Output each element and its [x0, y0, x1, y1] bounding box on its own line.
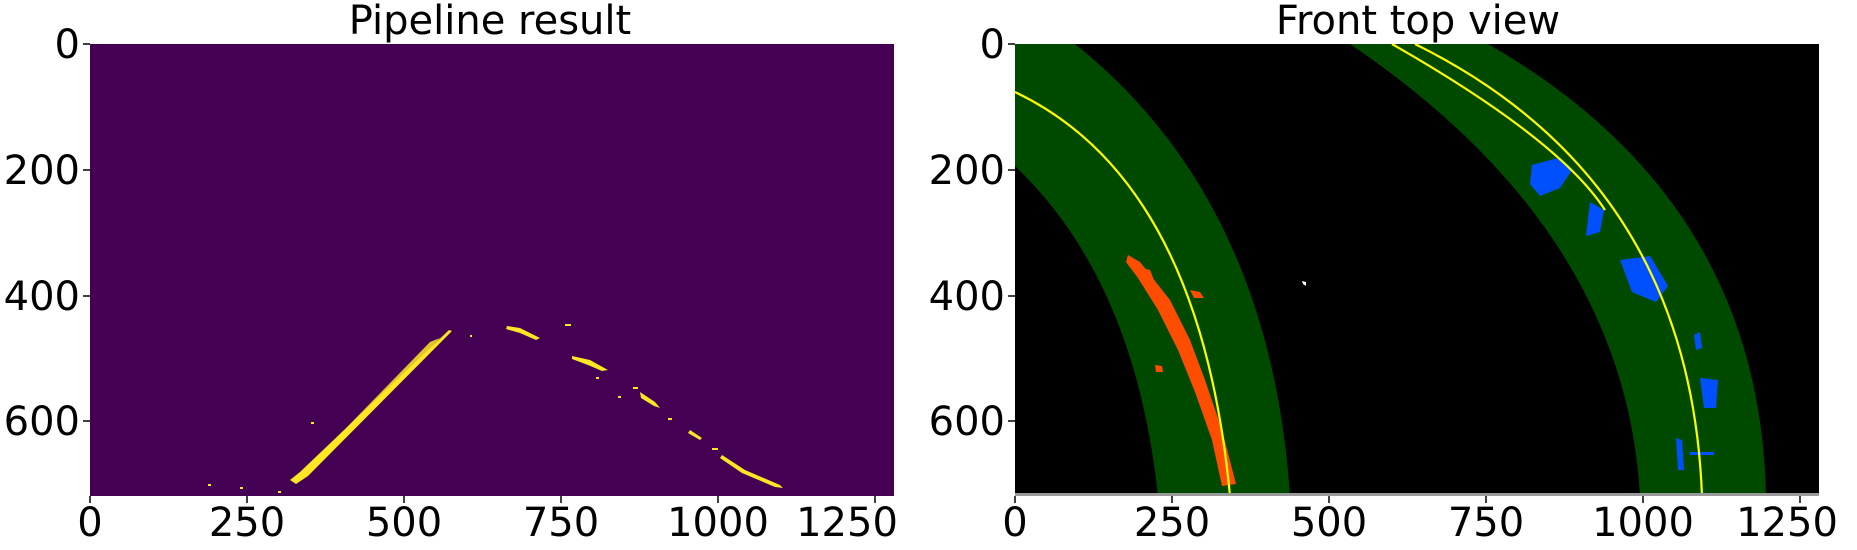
- image-bottom-border: [1015, 493, 1819, 496]
- y-tick-label: 0: [980, 22, 1005, 68]
- top-view-image: [1015, 44, 1819, 496]
- x-tick-label: 1250: [1736, 500, 1838, 546]
- x-tick-label: 1000: [1592, 500, 1694, 546]
- left-lane-pixels-edge: [310, 338, 440, 470]
- left-lane-pixels: [1126, 255, 1236, 486]
- x-tick-label: 750: [523, 500, 599, 546]
- panel-front-top-view: Front top view: [929, 0, 1838, 546]
- y-tick-label: 400: [929, 274, 1005, 320]
- panel-pipeline-result: Pipeline result: [4, 0, 898, 546]
- right-search-window: [1350, 44, 1766, 496]
- x-tick-label: 1000: [667, 500, 769, 546]
- left-search-window: [1015, 44, 1290, 496]
- image-background: [90, 44, 894, 496]
- x-tick-label: 500: [1291, 500, 1367, 546]
- y-tick-label: 600: [4, 399, 80, 445]
- right-fit-line: [1414, 44, 1704, 496]
- x-tick-label: 500: [366, 500, 442, 546]
- x-tick-label: 0: [1002, 500, 1027, 546]
- y-tick-label: 400: [4, 274, 80, 320]
- noise-pixel: [1302, 281, 1306, 286]
- x-axis: [89, 496, 876, 503]
- x-tick-labels: 0 250 500 750 1000 1250: [1002, 500, 1838, 546]
- panel-title: Pipeline result: [349, 0, 631, 44]
- right-lane-pixels: [1530, 158, 1718, 470]
- x-tick-label: 250: [209, 500, 285, 546]
- y-tick-labels: 0 200 400 600: [4, 22, 80, 445]
- right-lane-pixels: [506, 324, 783, 488]
- x-tick-label: 1250: [796, 500, 898, 546]
- x-tick-label: 250: [1134, 500, 1210, 546]
- panel-title: Front top view: [1276, 0, 1560, 44]
- y-tick-label: 200: [4, 148, 80, 194]
- y-axis: [1008, 43, 1015, 422]
- x-tick-labels: 0 250 500 750 1000 1250: [77, 500, 898, 546]
- noise-pixels: [208, 335, 649, 493]
- x-tick-label: 750: [1448, 500, 1524, 546]
- y-tick-label: 200: [929, 148, 1005, 194]
- x-tick-label: 0: [77, 500, 102, 546]
- y-tick-label: 600: [929, 399, 1005, 445]
- pipeline-image: [90, 44, 894, 496]
- x-axis: [1014, 496, 1801, 503]
- left-fit-line: [1015, 91, 1232, 496]
- y-tick-labels: 0 200 400 600: [929, 22, 1005, 445]
- y-axis: [83, 43, 90, 422]
- y-tick-label: 0: [55, 22, 80, 68]
- right-fit-line-upper: [1391, 44, 1606, 211]
